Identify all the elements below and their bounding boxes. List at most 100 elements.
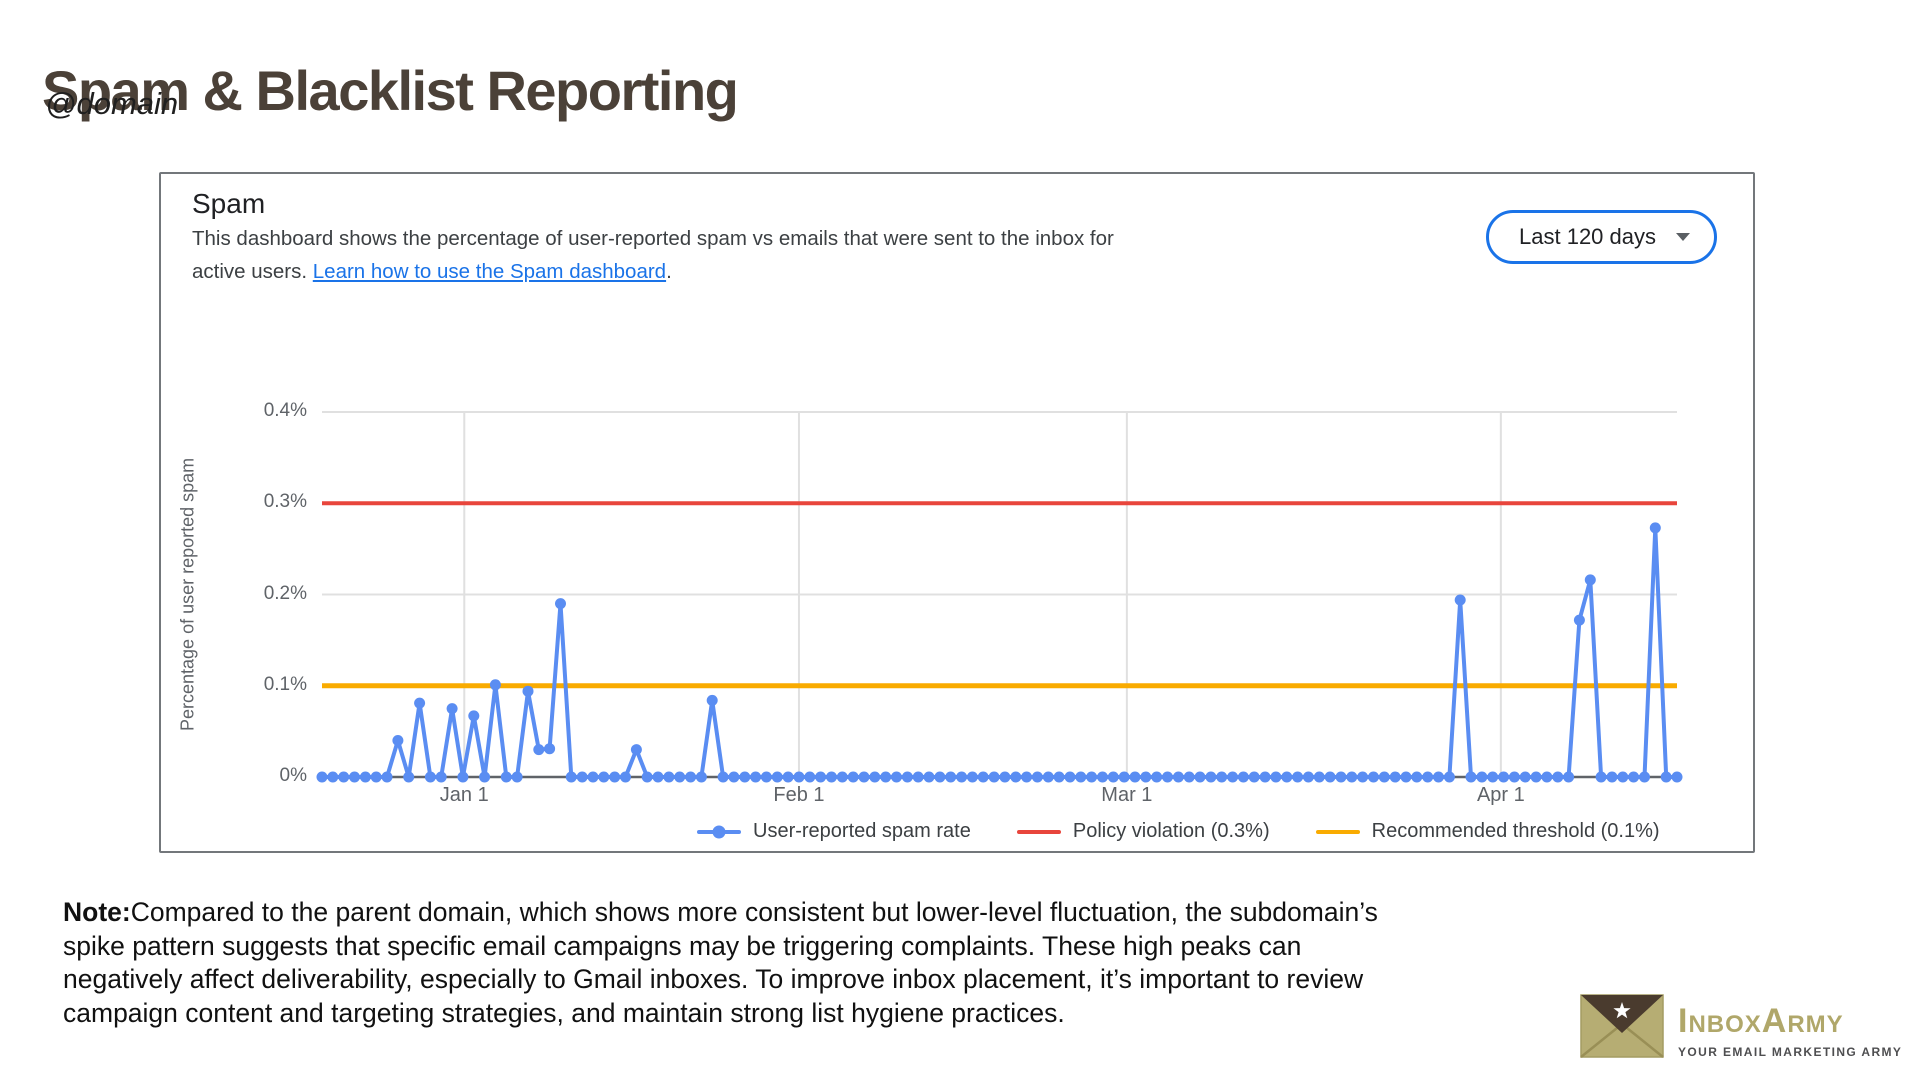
data-point: [1053, 771, 1065, 783]
data-point: [1519, 771, 1531, 783]
legend-item: User-reported spam rate: [697, 820, 971, 843]
legend-swatch: [1315, 829, 1360, 834]
data-point: [901, 771, 913, 783]
x-tick-label: Jan 1: [439, 784, 489, 806]
data-point: [533, 744, 545, 756]
data-point: [1010, 771, 1022, 783]
data-point: [1324, 771, 1336, 783]
x-tick-label: Mar 1: [1101, 784, 1153, 806]
data-point: [988, 771, 1000, 783]
data-point: [1584, 574, 1596, 586]
note-label: Note:: [63, 897, 131, 927]
spam-rate-chart: [316, 411, 1683, 783]
legend-label: User-reported spam rate: [753, 820, 971, 842]
date-range-dropdown[interactable]: Last 120 days: [1486, 210, 1717, 264]
data-point: [1443, 771, 1455, 783]
data-point: [1400, 771, 1412, 783]
chevron-down-icon: [1676, 233, 1690, 241]
card-heading: Spam: [192, 188, 266, 219]
data-point: [1628, 771, 1640, 783]
data-point: [327, 771, 339, 783]
data-point: [793, 771, 805, 783]
data-point: [1075, 771, 1087, 783]
x-tick-label: Feb 1: [773, 784, 825, 806]
series-line: [320, 525, 1679, 779]
note-line: Note:Compared to the parent domain, whic…: [63, 896, 1378, 930]
data-point: [858, 771, 870, 783]
data-point: [1639, 771, 1650, 783]
data-point: [359, 771, 371, 783]
data-point: [1389, 771, 1401, 783]
data-point: [1573, 614, 1585, 626]
data-point: [1162, 771, 1173, 783]
card-description-line1: This dashboard shows the percentage of u…: [192, 227, 1114, 250]
data-point: [945, 771, 957, 783]
data-point: [522, 685, 534, 697]
data-point: [1487, 771, 1499, 783]
data-point: [1454, 594, 1466, 606]
data-point: [1498, 771, 1510, 783]
data-point: [1097, 771, 1108, 783]
data-point: [446, 703, 458, 715]
data-point: [1129, 771, 1141, 783]
data-point: [424, 771, 436, 783]
card-description-suffix: .: [666, 260, 672, 283]
legend-label: Policy violation (0.3%): [1072, 820, 1270, 842]
data-point: [652, 771, 664, 783]
data-point: [349, 771, 360, 783]
data-point: [1118, 771, 1130, 783]
note-line: spike pattern suggests that specific ema…: [63, 930, 1302, 961]
data-point: [1357, 771, 1369, 783]
y-tick-label: 0.3%: [263, 491, 307, 513]
data-point: [891, 771, 902, 783]
data-point: [1042, 771, 1054, 783]
data-point: [555, 598, 566, 610]
data-point: [739, 771, 751, 783]
data-point: [999, 771, 1011, 783]
data-point: [403, 771, 415, 783]
data-point: [1378, 771, 1390, 783]
data-point: [1563, 771, 1575, 783]
data-point: [956, 771, 968, 783]
data-point: [1227, 771, 1239, 783]
data-point: [620, 771, 631, 783]
spam-dashboard-help-link[interactable]: Learn how to use the Spam dashboard: [312, 260, 667, 283]
data-point: [1335, 771, 1347, 783]
logo-text: InboxArmy YOUR EMAIL MARKETING ARMY: [1678, 1004, 1902, 1059]
data-point: [338, 771, 350, 783]
data-point: [977, 771, 989, 783]
date-range-label: Last 120 days: [1519, 224, 1656, 249]
data-point: [1248, 771, 1260, 783]
legend-swatch: [697, 825, 741, 838]
data-point: [1313, 771, 1325, 783]
data-point: [750, 771, 762, 783]
data-point: [457, 771, 469, 783]
note-paragraph: Note:Compared to the parent domain, whic…: [63, 896, 1378, 1030]
card-description-line2-prefix: active users.: [192, 260, 313, 283]
data-point: [1346, 771, 1358, 783]
data-point: [1476, 771, 1488, 783]
data-point: [1433, 771, 1444, 783]
data-point: [414, 697, 426, 709]
data-point: [1660, 771, 1672, 783]
data-point: [392, 735, 404, 746]
legend-swatch-dot: [712, 825, 726, 838]
data-point: [923, 771, 935, 783]
data-point: [695, 771, 707, 783]
data-point: [934, 771, 946, 783]
legend-swatch: [1016, 829, 1061, 834]
logo-name: InboxArmy: [1678, 1002, 1844, 1040]
card-description-line2: active users. Learn how to use the Spam …: [192, 255, 1114, 288]
data-point: [479, 771, 491, 783]
legend-item: Policy violation (0.3%): [1016, 820, 1270, 843]
data-point: [826, 771, 837, 783]
data-point: [1259, 771, 1271, 783]
data-point: [1205, 771, 1217, 783]
data-point: [1281, 771, 1293, 783]
data-point: [728, 771, 740, 783]
page-title: Spam & Blacklist Reporting: [42, 58, 739, 122]
note-line: campaign content and targeting strategie…: [63, 997, 1065, 1028]
data-point: [1606, 771, 1618, 783]
data-point: [717, 771, 729, 783]
data-point: [489, 679, 501, 691]
